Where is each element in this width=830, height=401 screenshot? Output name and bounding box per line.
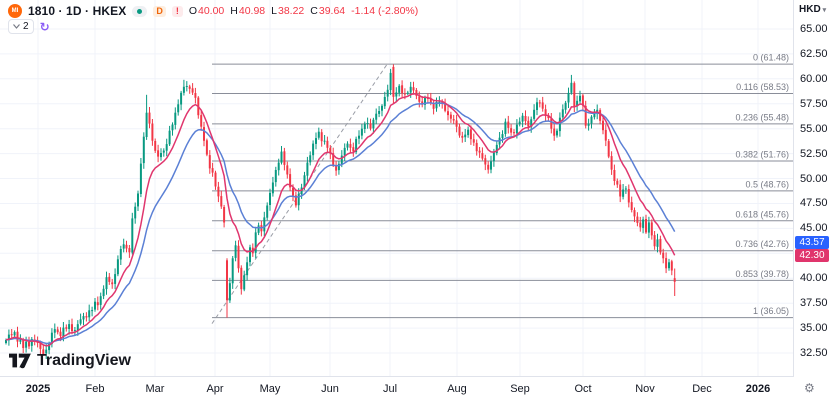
time-axis-label[interactable]: Jul xyxy=(382,383,398,395)
price-scale[interactable]: HKD ▾ 65.00 62.50 60.00 57.50 55.00 52.50 50.0… xyxy=(794,0,830,377)
moving-averages xyxy=(5,93,676,347)
trendline xyxy=(211,62,389,324)
svg-text:0.5 (48.76): 0.5 (48.76) xyxy=(745,179,789,189)
market-open-dot-icon xyxy=(137,8,143,14)
tradingview-watermark[interactable]: TradingView xyxy=(9,351,131,370)
ma-line xyxy=(5,102,676,345)
ohlc-readout: O 40.00 H 40.98 L 38.22 C 39.64 -1.14 (-2.80… xyxy=(189,5,418,17)
market-status-pill[interactable] xyxy=(132,5,148,17)
time-axis-label[interactable]: Aug xyxy=(447,383,467,395)
collapsed-count: 2 xyxy=(23,21,29,32)
chevron-down-icon: ▾ xyxy=(822,6,827,14)
chevron-down-icon xyxy=(13,24,20,29)
time-axis-label[interactable]: Feb xyxy=(85,383,105,395)
price-tick-label: 47.50 xyxy=(800,197,828,209)
time-axis-label[interactable]: Sep xyxy=(510,383,530,395)
collapse-indicators-button[interactable]: 2 xyxy=(8,19,34,34)
time-axis-label[interactable]: 2025 xyxy=(25,383,51,395)
close-label: C xyxy=(310,5,318,17)
svg-text:0.116 (58.53): 0.116 (58.53) xyxy=(736,82,789,92)
price-tick-label: 52.50 xyxy=(800,148,828,160)
price-tick-label: 50.00 xyxy=(800,173,828,185)
indicators-row: 2 ↻ xyxy=(8,19,50,34)
watermark-text: TradingView xyxy=(37,351,131,369)
time-axis[interactable]: 2025 Feb Mar Apr May Jun Jul Aug Sep Oct Nov Dec 202… xyxy=(0,377,830,401)
svg-text:0.618 (45.76): 0.618 (45.76) xyxy=(735,209,789,219)
low-value: 38.22 xyxy=(277,5,305,17)
time-axis-label[interactable]: Nov xyxy=(635,383,655,395)
alert-badge[interactable]: ! xyxy=(171,5,183,17)
price-tick-label: 45.00 xyxy=(800,222,828,234)
high-label: H xyxy=(230,5,238,17)
high-value: 40.98 xyxy=(238,5,266,17)
price-tick-label: 60.00 xyxy=(800,73,828,85)
interval-badge[interactable]: D xyxy=(153,5,166,17)
time-axis-label[interactable]: Mar xyxy=(145,383,165,395)
settings-gear-icon[interactable]: ⚙ xyxy=(804,381,815,395)
price-tick-label: 40.00 xyxy=(800,272,828,284)
low-label: L xyxy=(271,5,277,17)
price-tick-label: 35.00 xyxy=(800,322,828,334)
ma-price-badge: 42.30 xyxy=(795,249,829,262)
price-tick-label: 62.50 xyxy=(800,48,828,60)
currency-label: HKD xyxy=(799,4,821,15)
time-axis-label[interactable]: 2026 xyxy=(745,383,771,395)
ma-price-badge: 43.57 xyxy=(795,236,829,249)
svg-text:1 (36.05): 1 (36.05) xyxy=(753,306,789,316)
price-tick-label: 37.50 xyxy=(800,297,828,309)
fibonacci-retracement: 0 (61.48) 0.116 (58.53) 0.236 (55.48) 0.382… xyxy=(212,53,793,319)
change-value: -1.14 (-2.80%) xyxy=(351,5,419,17)
close-value: 39.64 xyxy=(318,5,346,17)
price-tick-label: 32.50 xyxy=(800,347,828,359)
time-axis-label[interactable]: May xyxy=(259,383,281,395)
price-tick-label: 57.50 xyxy=(800,98,828,110)
svg-text:0.382 (51.76): 0.382 (51.76) xyxy=(735,150,789,160)
time-axis-label[interactable]: Apr xyxy=(206,383,224,395)
grid xyxy=(0,0,793,376)
ma-line xyxy=(5,93,676,347)
tradingview-logo-icon xyxy=(9,353,31,369)
symbol-title[interactable]: 1810 · 1D · HKEX xyxy=(28,4,127,18)
svg-text:0.853 (39.78): 0.853 (39.78) xyxy=(735,269,789,279)
svg-text:0.236 (55.48): 0.236 (55.48) xyxy=(735,112,789,122)
currency-dropdown[interactable]: HKD ▾ xyxy=(799,4,826,15)
time-axis-label[interactable]: Oct xyxy=(574,383,592,395)
open-value: 40.00 xyxy=(197,5,225,17)
svg-text:0.736 (42.76): 0.736 (42.76) xyxy=(735,239,789,249)
open-label: O xyxy=(188,5,197,17)
time-axis-label[interactable]: Jun xyxy=(321,383,339,395)
price-tick-label: 55.00 xyxy=(800,123,828,135)
svg-text:0 (61.48): 0 (61.48) xyxy=(753,53,789,63)
symbol-logo[interactable]: MI xyxy=(8,4,22,18)
indicator-loading-icon[interactable]: ↻ xyxy=(39,19,50,34)
price-tick-label: 65.00 xyxy=(800,23,828,35)
candles xyxy=(5,64,676,359)
time-axis-label[interactable]: Dec xyxy=(692,383,712,395)
